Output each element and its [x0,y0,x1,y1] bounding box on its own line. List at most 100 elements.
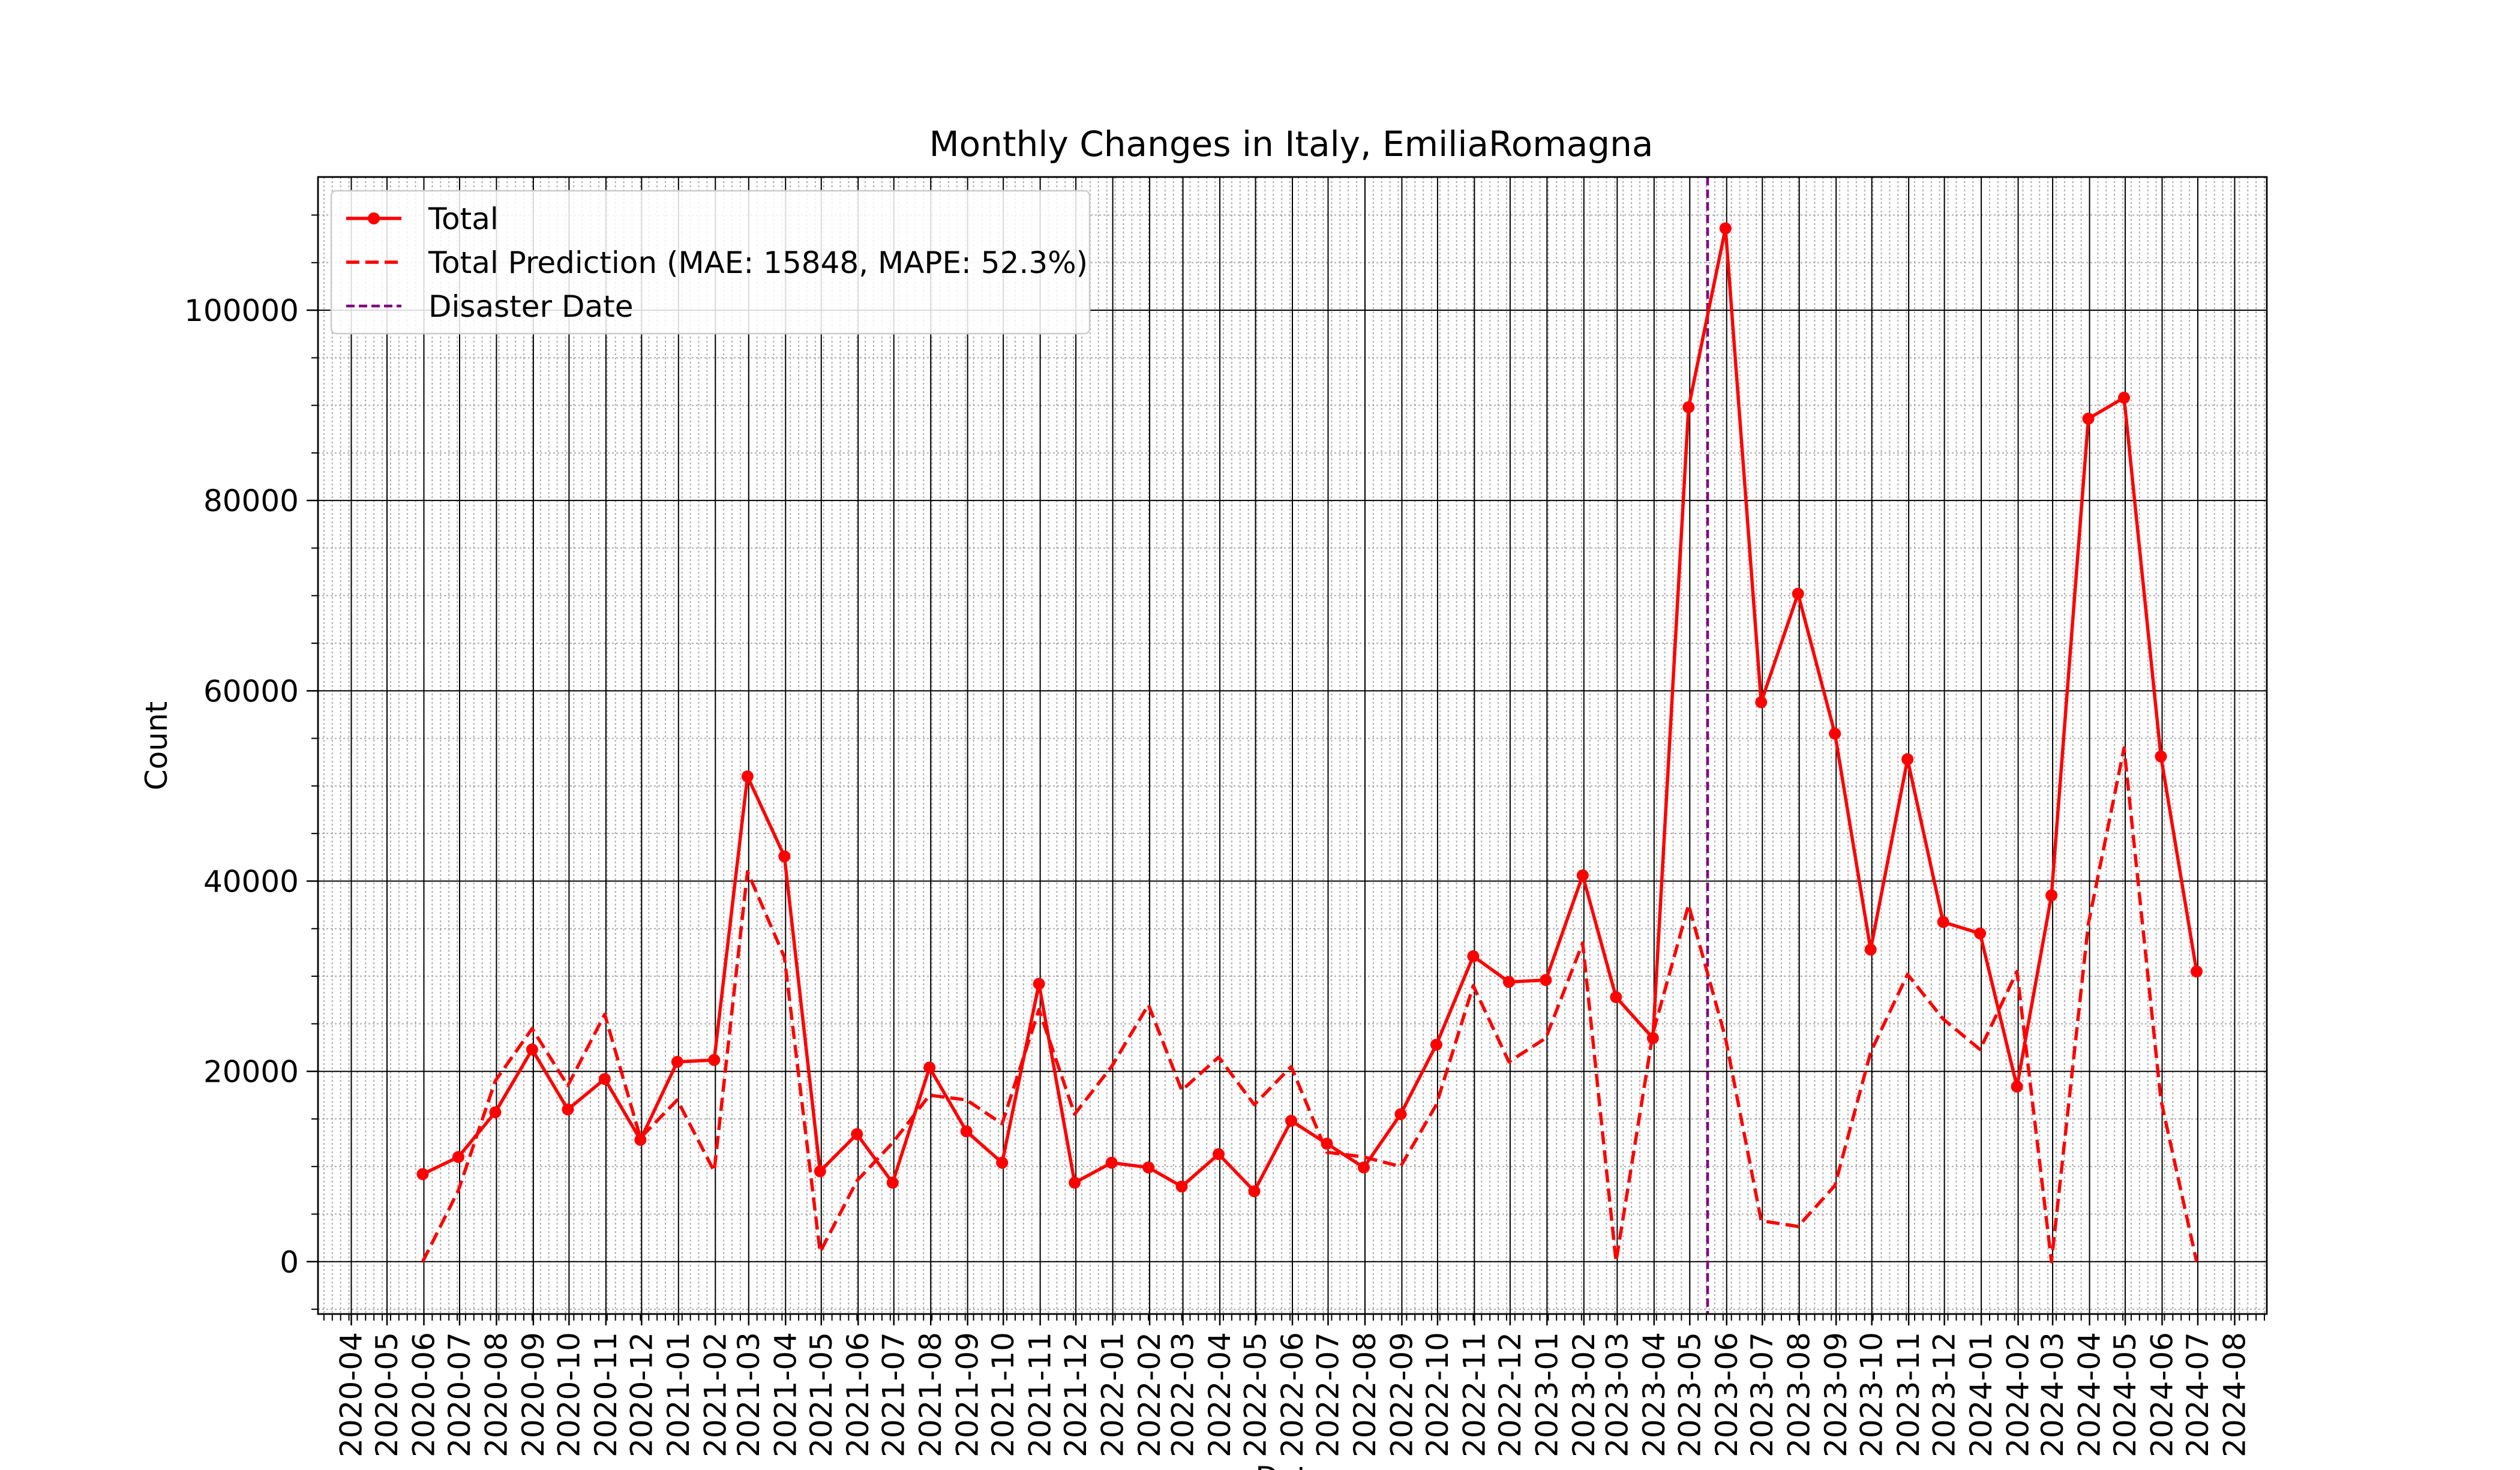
x-tick-label: 2020-04 [334,1332,369,1457]
total-point [851,1128,863,1141]
x-axis-label: Date [1255,1460,1327,1470]
x-tick-label: 2022-12 [1493,1332,1528,1457]
total-point [1937,916,1949,928]
x-tick-label: 2021-01 [661,1332,696,1457]
total-point [1755,696,1768,709]
total-point [2082,412,2095,425]
legend-entry: Disaster Date [346,289,633,324]
total-point [598,1073,611,1085]
x-tick-label: 2024-05 [2108,1332,2143,1457]
y-tick-label: 80000 [203,484,299,518]
total-point [1357,1161,1370,1174]
x-tick-label: 2020-09 [516,1332,551,1457]
y-tick-label: 100000 [184,293,299,328]
x-tick-label: 2020-05 [370,1332,404,1457]
x-tick-label: 2023-02 [1567,1332,1601,1457]
total-point [416,1168,429,1180]
total-point [1610,991,1622,1003]
y-tick-label: 60000 [203,674,299,709]
legend-marker [368,212,380,224]
total-point [2011,1081,2023,1093]
x-tick-label: 2021-12 [1058,1332,1093,1457]
x-tick-label: 2020-11 [589,1332,623,1457]
chart-title: Monthly Changes in Italy, EmiliaRomagna [929,124,1654,164]
total-point [452,1151,464,1163]
x-tick-label: 2023-11 [1891,1332,1926,1457]
total-point [1829,727,1841,740]
x-tick-label: 2020-07 [442,1332,477,1457]
legend-entry: Total [346,202,499,236]
prediction-line [421,746,2198,1264]
x-tick-label: 2023-01 [1529,1332,1564,1457]
x-tick-label: 2021-06 [841,1332,875,1457]
y-tick-label: 40000 [203,864,299,899]
total-point [1576,869,1589,881]
x-tick-label: 2021-04 [768,1332,803,1457]
x-tick-label: 2020-06 [406,1332,441,1457]
x-tick-label: 2022-01 [1096,1332,1130,1457]
total-point [1502,976,1515,988]
x-tick-label: 2022-07 [1310,1332,1345,1457]
total-point [526,1043,538,1056]
x-tick-label: 2022-05 [1238,1332,1273,1457]
total-point [1175,1180,1188,1193]
total-point [708,1054,721,1066]
x-tick-label: 2022-04 [1202,1332,1237,1457]
x-tick-label: 2024-04 [2072,1332,2107,1457]
total-point [1901,753,1914,766]
total-point [2155,750,2167,763]
x-tick-label: 2021-09 [950,1332,985,1457]
x-tick-label: 2023-07 [1745,1332,1780,1457]
x-tick-label: 2023-04 [1637,1332,1672,1457]
x-tick-label: 2023-05 [1672,1332,1707,1457]
total-point [1792,587,1804,600]
total-point [814,1165,826,1178]
x-tick-label: 2023-10 [1855,1332,1889,1457]
total-point [1719,222,1732,235]
total-point [1213,1148,1225,1160]
x-tick-label: 2022-10 [1420,1332,1455,1457]
grid [318,177,2267,1314]
total-point [1248,1185,1261,1198]
x-tick-label: 2021-05 [804,1332,839,1457]
x-tick-label: 2024-06 [2145,1332,2180,1457]
total-point [2045,889,2058,902]
y-tick-label: 0 [280,1245,299,1280]
total-point [1430,1039,1442,1051]
total-point [1142,1161,1155,1174]
total-point [1467,950,1480,962]
x-tick-label: 2021-10 [986,1332,1021,1457]
total-point [2191,965,2203,978]
total-point [1069,1177,1081,1189]
x-tick-label: 2020-08 [479,1332,514,1457]
total-point [1394,1108,1407,1120]
total-point [1682,401,1695,413]
x-tick-label: 2022-09 [1384,1332,1419,1457]
legend-label: Total Prediction (MAE: 15848, MAPE: 52.3… [428,245,1088,280]
x-tick-label: 2020-10 [551,1332,586,1457]
total-point [1105,1156,1118,1169]
total-point [671,1055,683,1068]
x-tick-label: 2024-07 [2180,1332,2215,1457]
total-point [886,1177,899,1189]
x-tick-label: 2023-09 [1819,1332,1853,1457]
series-layer [416,222,2203,1264]
total-point [1321,1138,1333,1150]
x-tick-label: 2022-02 [1132,1332,1167,1457]
y-axis-label: Count [139,701,174,791]
x-tick-label: 2023-06 [1709,1332,1744,1457]
x-tick-label: 2023-08 [1782,1332,1817,1457]
total-point [1033,977,1045,990]
x-tick-label: 2022-03 [1166,1332,1201,1457]
total-point [923,1061,936,1074]
total-point [1864,943,1877,956]
legend-label: Disaster Date [428,289,633,324]
legend: Total Total Prediction (MAE: 15848, MAPE:… [330,190,1091,335]
x-tick-label: 2021-03 [731,1332,766,1457]
x-tick-label: 2021-11 [1023,1332,1058,1457]
x-tick-label: 2021-07 [877,1332,911,1457]
total-point [489,1106,502,1118]
x-tick-label: 2024-08 [2217,1332,2252,1457]
x-tick-label: 2021-02 [698,1332,733,1457]
